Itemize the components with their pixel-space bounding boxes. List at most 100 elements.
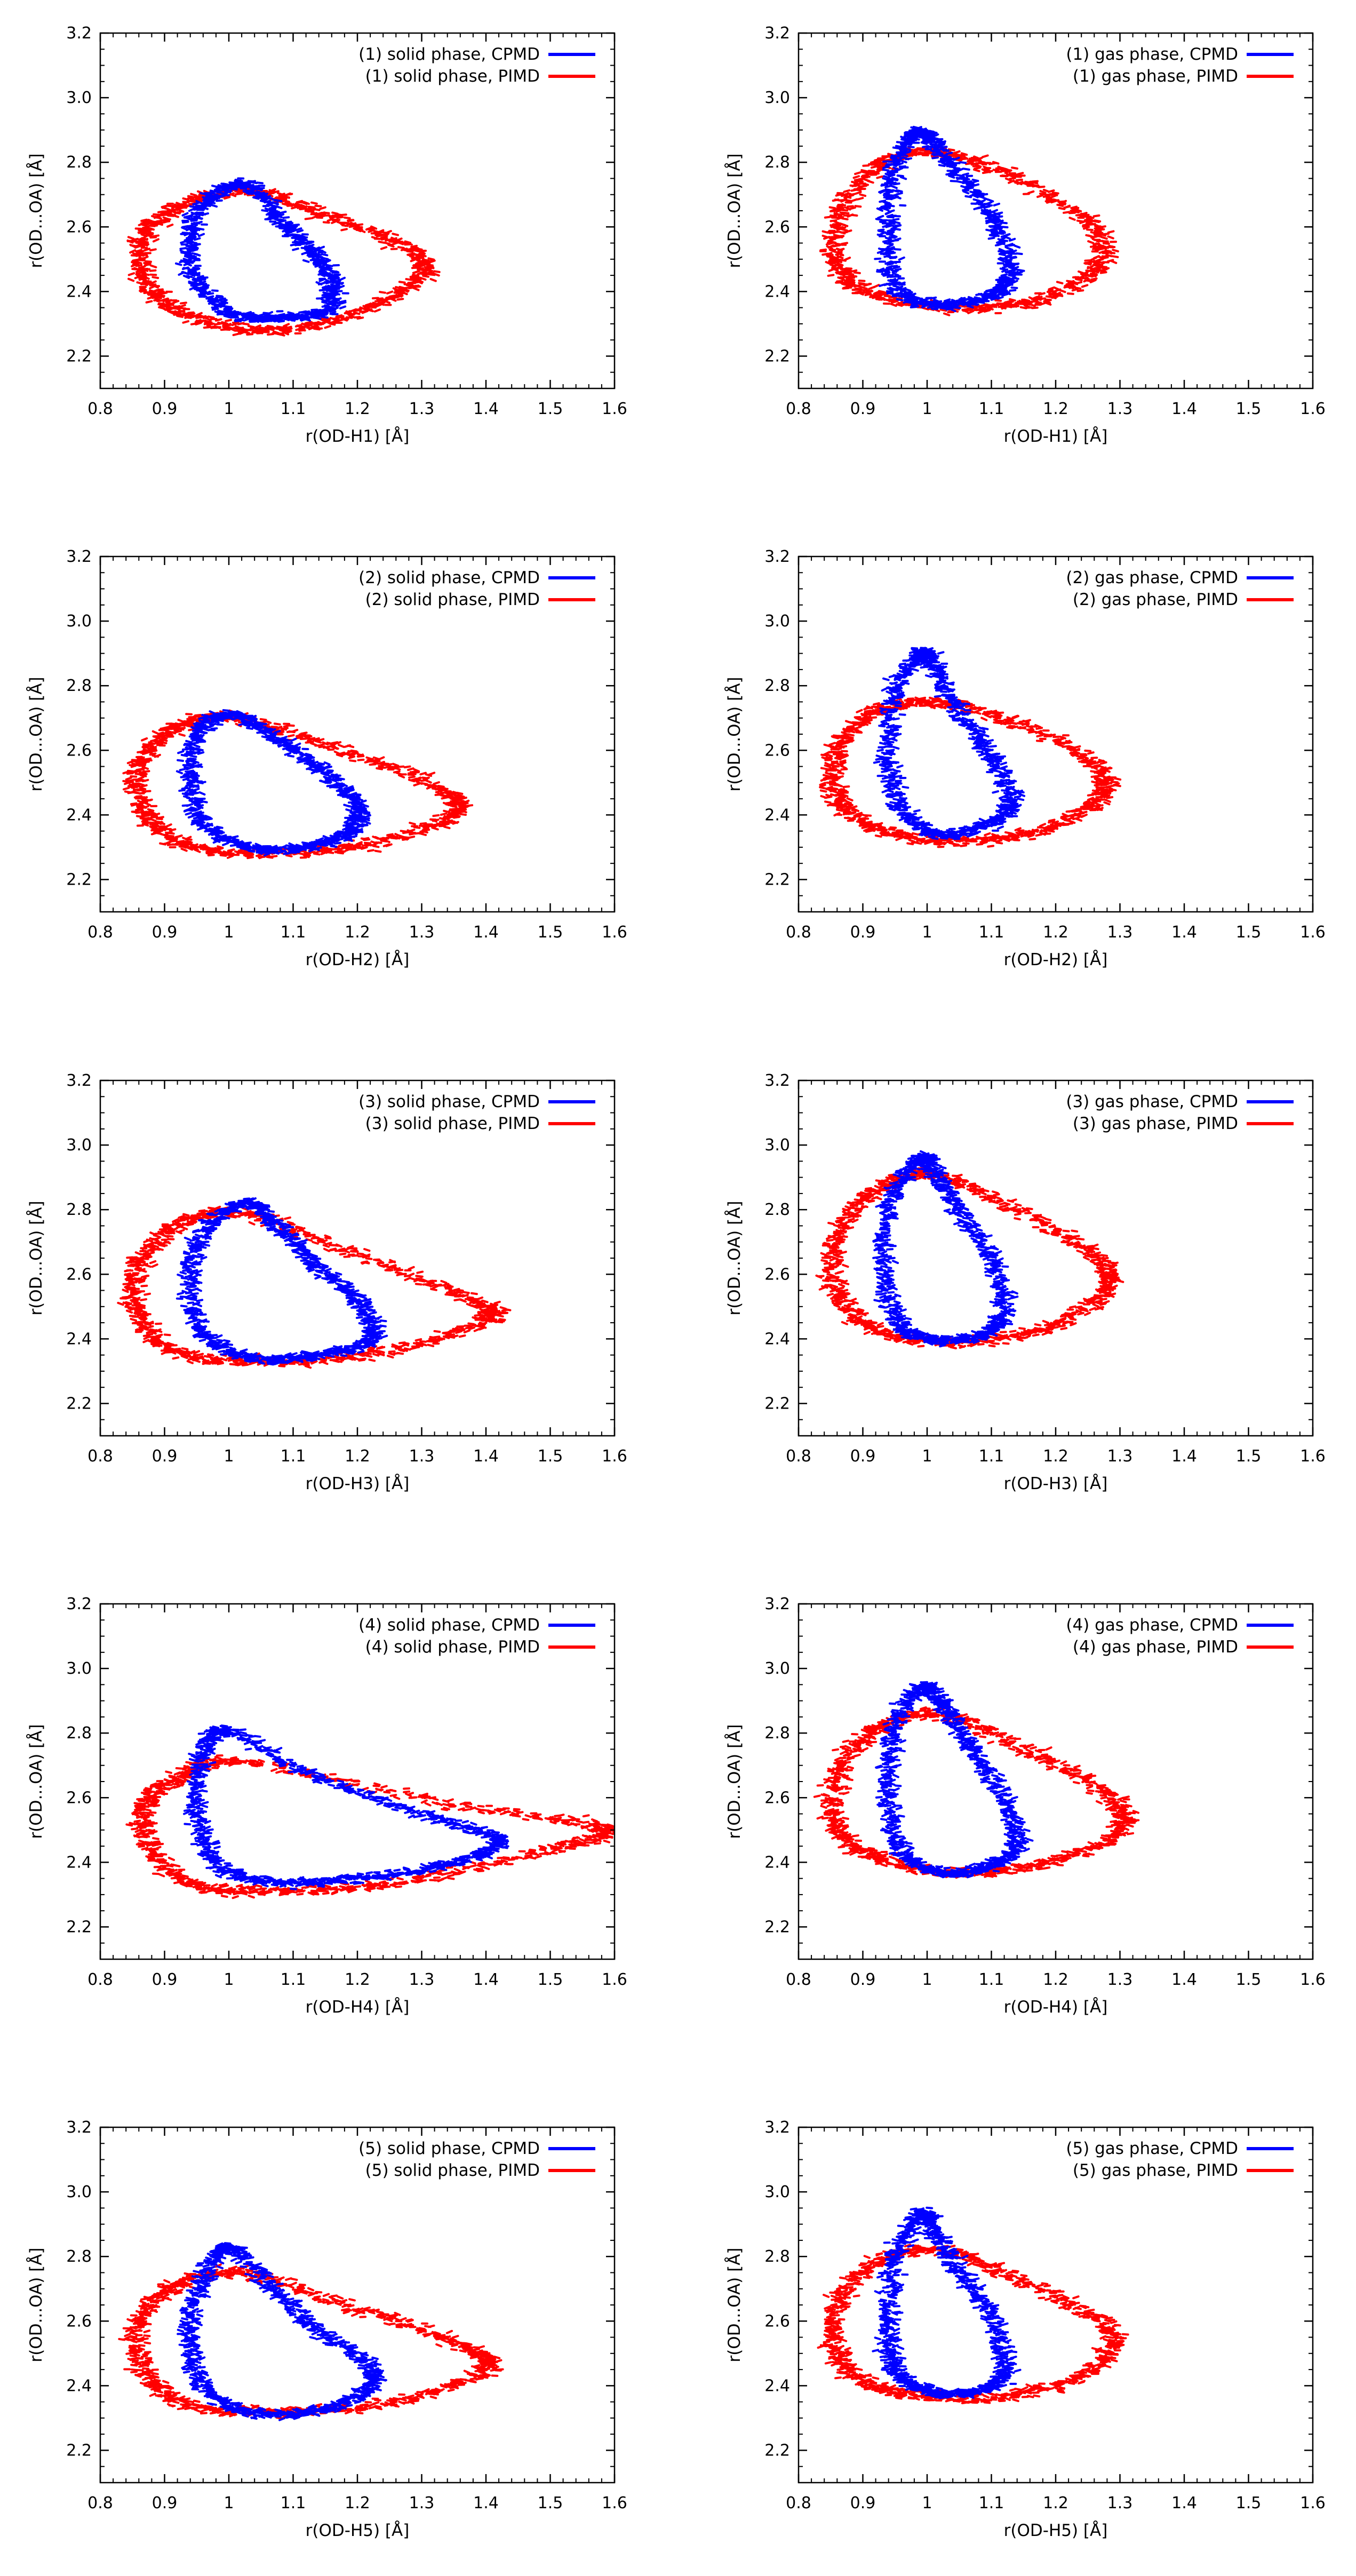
data-point bbox=[1006, 282, 1014, 285]
data-point bbox=[192, 205, 200, 210]
data-point bbox=[998, 228, 1006, 233]
data-point bbox=[392, 233, 400, 236]
data-point bbox=[1013, 244, 1021, 249]
data-point bbox=[135, 808, 143, 812]
data-point bbox=[349, 759, 357, 762]
data-point bbox=[394, 290, 402, 294]
data-point bbox=[287, 311, 295, 315]
data-point bbox=[184, 753, 192, 757]
data-point bbox=[450, 796, 458, 800]
data-point bbox=[225, 319, 233, 322]
data-point bbox=[1099, 271, 1107, 274]
data-point bbox=[458, 805, 466, 809]
data-point bbox=[145, 234, 153, 238]
chart-panel-2: 0.8 0.9 1 1.1 1.2 1.3 1.4 1.5 1.6 2.2 2.4 2.6 2.8 3.0… bbox=[725, 24, 1326, 446]
chart-panel-1: 0.8 0.9 1 1.1 1.2 1.3 1.4 1.5 1.6 2.2 2.4 2.6 2.8 3.0… bbox=[27, 24, 627, 446]
data-point bbox=[880, 248, 888, 251]
data-point bbox=[1049, 292, 1057, 295]
data-point bbox=[211, 303, 219, 307]
data-point bbox=[1086, 228, 1094, 232]
data-point bbox=[345, 316, 353, 319]
data-point bbox=[876, 166, 884, 170]
data-point bbox=[841, 242, 849, 245]
data-point bbox=[924, 131, 932, 135]
data-point bbox=[165, 304, 172, 308]
data-point bbox=[244, 853, 252, 857]
data-point bbox=[302, 854, 310, 858]
data-point bbox=[347, 744, 355, 749]
data-point bbox=[210, 325, 218, 329]
data-point bbox=[188, 759, 196, 764]
data-point bbox=[287, 734, 295, 738]
data-point bbox=[138, 269, 146, 273]
data-point bbox=[894, 237, 902, 242]
data-point bbox=[416, 781, 423, 785]
data-point bbox=[398, 774, 405, 778]
data-point bbox=[946, 300, 954, 303]
data-point bbox=[277, 221, 285, 226]
data-point bbox=[1086, 218, 1094, 221]
data-point bbox=[337, 300, 344, 305]
data-point bbox=[333, 319, 341, 323]
data-point bbox=[210, 717, 218, 722]
data-point bbox=[408, 829, 416, 833]
data-point bbox=[193, 750, 201, 755]
data-point bbox=[987, 236, 995, 240]
data-point bbox=[956, 174, 964, 177]
data-point bbox=[135, 264, 143, 267]
data-point bbox=[1081, 214, 1089, 219]
data-point bbox=[359, 306, 366, 311]
data-point bbox=[932, 302, 940, 307]
data-point bbox=[274, 317, 282, 322]
y-tick-label: 2.2 bbox=[66, 347, 92, 365]
data-point bbox=[135, 243, 142, 248]
data-point bbox=[329, 293, 337, 297]
data-point bbox=[179, 247, 187, 250]
data-point bbox=[962, 178, 970, 181]
data-point bbox=[265, 197, 273, 200]
data-point bbox=[438, 819, 446, 823]
data-point bbox=[888, 261, 896, 266]
data-point bbox=[181, 212, 189, 217]
data-point bbox=[913, 296, 921, 299]
data-point bbox=[939, 308, 947, 312]
data-point bbox=[246, 856, 254, 860]
data-point bbox=[189, 286, 196, 291]
data-point bbox=[888, 246, 895, 250]
data-point bbox=[452, 798, 460, 801]
data-point bbox=[975, 298, 983, 303]
data-point bbox=[141, 821, 149, 825]
data-point bbox=[970, 192, 978, 197]
data-point bbox=[884, 185, 892, 188]
data-point bbox=[319, 213, 326, 218]
data-point bbox=[176, 770, 184, 775]
data-point bbox=[419, 822, 427, 825]
data-point bbox=[195, 216, 203, 220]
data-point bbox=[223, 314, 231, 319]
data-point bbox=[290, 243, 298, 247]
data-point bbox=[376, 303, 383, 308]
data-point bbox=[1108, 244, 1116, 249]
data-point bbox=[292, 247, 299, 251]
data-point bbox=[836, 206, 844, 210]
data-point bbox=[894, 282, 902, 286]
data-point bbox=[443, 809, 450, 814]
data-point bbox=[303, 850, 311, 855]
data-point bbox=[356, 753, 364, 757]
legend: (1) solid phase, CPMD (1) solid phase, PI… bbox=[358, 45, 595, 86]
data-point bbox=[184, 255, 192, 259]
data-point bbox=[211, 289, 219, 292]
data-point bbox=[977, 194, 985, 197]
data-point bbox=[388, 295, 396, 298]
data-point bbox=[829, 219, 837, 222]
data-point bbox=[326, 742, 333, 746]
data-point bbox=[452, 791, 460, 795]
data-point bbox=[268, 214, 276, 218]
data-point bbox=[953, 150, 961, 155]
y-axis-title: r(OD...OA) [Å] bbox=[725, 153, 744, 268]
data-point bbox=[1011, 276, 1019, 280]
legend-label: (1) gas phase, CPMD bbox=[1066, 45, 1238, 64]
data-point bbox=[882, 165, 890, 169]
data-point bbox=[828, 206, 836, 210]
data-point bbox=[197, 320, 204, 324]
